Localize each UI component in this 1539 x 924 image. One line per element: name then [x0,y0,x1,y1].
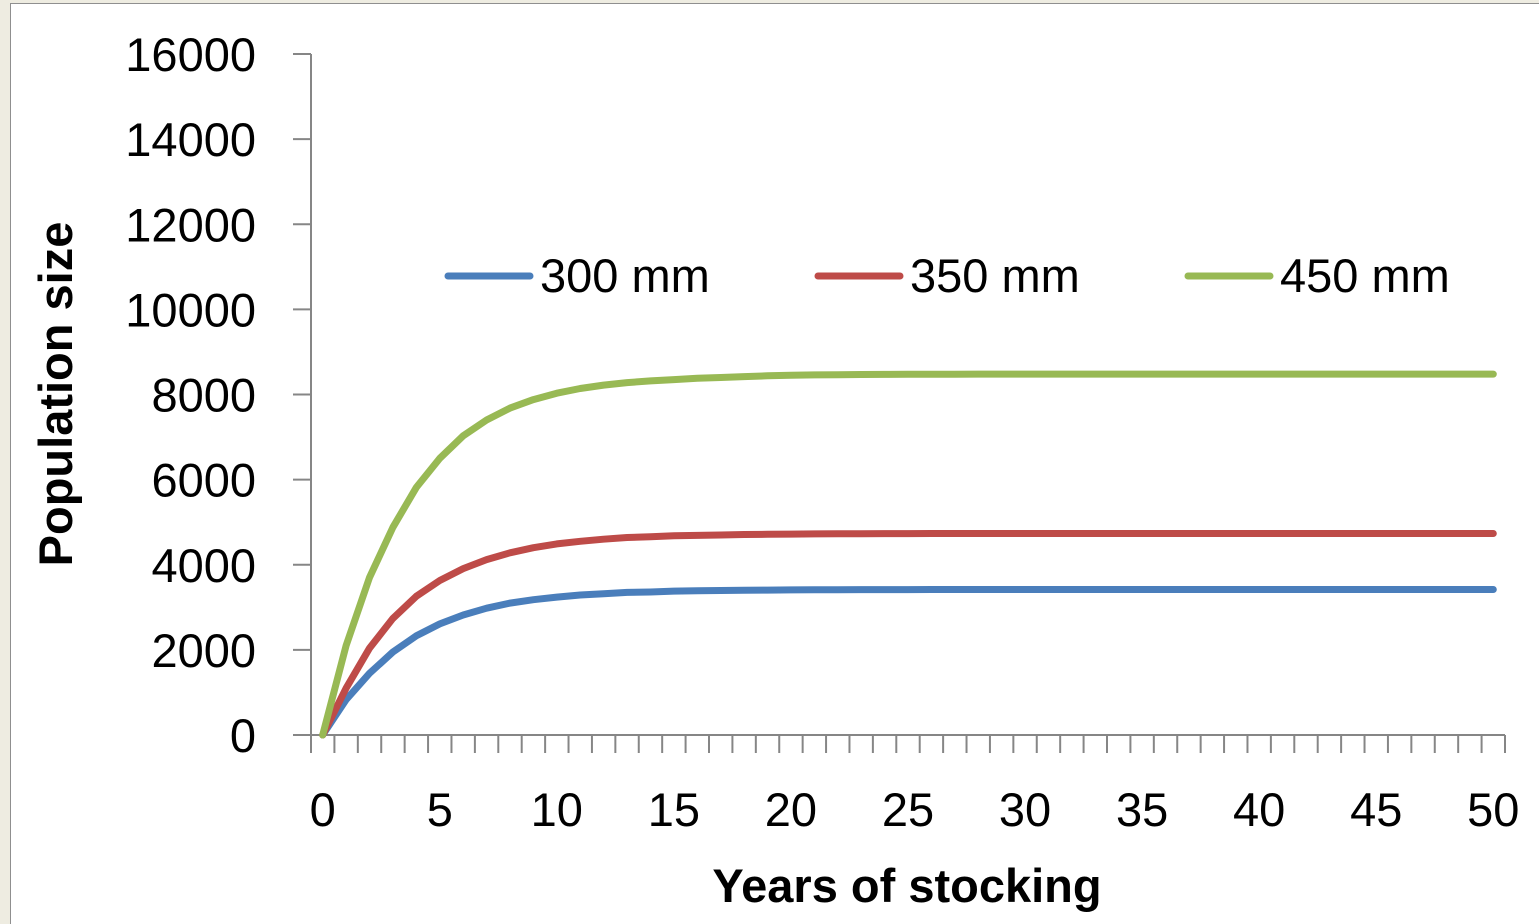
x-ticks: 0 5 10 15 20 25 30 35 40 45 50 [310,735,1519,836]
y-tick-label: 2000 [151,624,256,677]
series-line-450-mm [319,370,1497,739]
x-tick-label: 15 [648,783,700,836]
x-tick-label: 0 [310,783,336,836]
x-tick-label: 10 [531,783,583,836]
legend-label: 300 mm [540,249,710,302]
x-tick-label: 5 [427,783,453,836]
y-tick-label: 0 [230,709,256,762]
y-tick-label: 14000 [125,113,256,166]
x-tick-label: 50 [1467,783,1519,836]
legend-label: 350 mm [910,249,1080,302]
x-tick-label: 25 [882,783,934,836]
y-tick-label: 4000 [151,539,256,592]
y-tick-label: 16000 [125,28,256,81]
x-tick-label: 45 [1350,783,1402,836]
series-line-350-mm [319,530,1497,739]
y-tick-label: 6000 [151,454,256,507]
axes [310,54,1505,736]
y-axis-title: Population size [29,222,82,567]
chart-border [10,3,1539,924]
x-tick-label: 35 [1116,783,1168,836]
x-tick-label: 30 [999,783,1051,836]
y-ticks: 0 2000 4000 6000 8000 10000 12000 14000 16000 [125,28,311,762]
x-axis-title: Years of stocking [712,859,1101,912]
series-lines [319,370,1497,739]
x-tick-label: 40 [1233,783,1285,836]
series-line-300-mm [319,586,1497,739]
y-tick-label: 10000 [125,283,256,336]
y-tick-label: 8000 [151,369,256,422]
x-tick-label: 20 [765,783,817,836]
legend: 300 mm 350 mm 450 mm [444,249,1450,302]
y-tick-label: 12000 [125,198,256,251]
legend-label: 450 mm [1280,249,1450,302]
